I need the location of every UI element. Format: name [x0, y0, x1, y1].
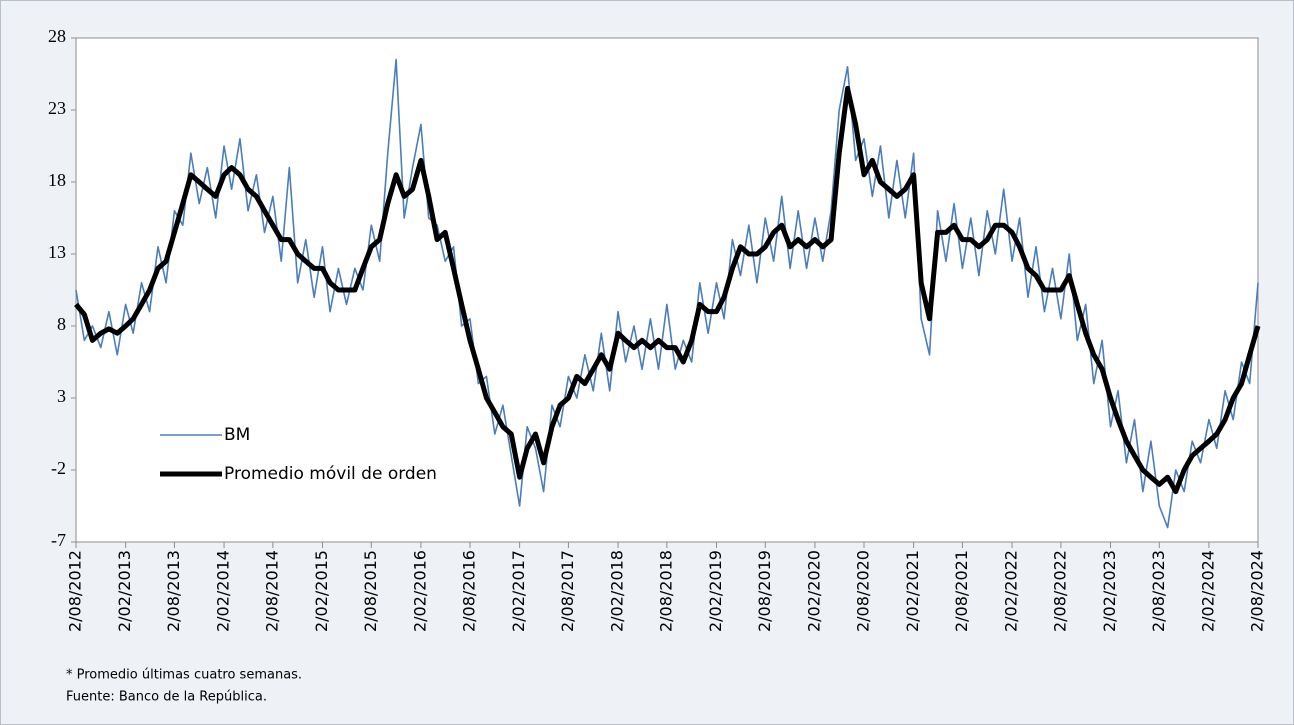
x-tick-label: 2/02/2021 [903, 550, 922, 632]
x-tick-label: 2/02/2023 [1100, 550, 1119, 632]
y-tick-label: -7 [51, 530, 66, 550]
x-tick-label: 2/02/2013 [115, 550, 134, 632]
x-tick-label: 2/08/2012 [66, 550, 85, 632]
y-tick-label: 18 [48, 170, 66, 190]
source: Fuente: Banco de la República. [66, 690, 267, 705]
x-tick-label: 2/02/2020 [804, 550, 823, 632]
x-tick-label: 2/02/2019 [706, 550, 725, 632]
y-tick-label: 13 [48, 242, 66, 262]
x-tick-label: 2/08/2022 [1050, 550, 1069, 632]
x-tick-label: 2/08/2015 [361, 550, 380, 632]
x-tick-label: 2/08/2016 [460, 550, 479, 632]
x-tick-label: 2/02/2015 [312, 550, 331, 632]
x-tick-label: 2/02/2014 [214, 550, 233, 632]
series-line [75, 58, 1259, 529]
legend-label: BM [224, 425, 250, 445]
y-tick-label: 23 [48, 98, 66, 118]
x-tick-label: 2/08/2018 [656, 550, 675, 632]
x-tick-label: 2/08/2021 [952, 550, 971, 632]
x-tick-label: 2/02/2017 [509, 550, 528, 632]
y-tick-label: -2 [51, 458, 66, 478]
x-tick-label: 2/08/2014 [262, 550, 281, 632]
x-tick-label: 2/02/2016 [410, 550, 429, 632]
x-tick-label: 2/08/2019 [755, 550, 774, 632]
x-tick-label: 2/08/2020 [854, 550, 873, 632]
x-tick-label: 2/08/2024 [1248, 550, 1267, 632]
x-tick-label: 2/02/2024 [1198, 550, 1217, 632]
series-line [74, 85, 1261, 495]
x-tick-label: 2/08/2017 [558, 550, 577, 632]
x-tick-label: 2/02/2022 [1002, 550, 1021, 632]
y-tick-label: 8 [57, 314, 66, 334]
x-tick-label: 2/02/2018 [608, 550, 627, 632]
legend-label: Promedio móvil de orden [224, 464, 437, 484]
x-tick-label: 2/08/2023 [1149, 550, 1168, 632]
footnote: * Promedio últimas cuatro semanas. [66, 668, 302, 683]
y-tick-label: 28 [48, 26, 66, 46]
y-tick-label: 3 [57, 386, 66, 406]
x-tick-label: 2/08/2013 [164, 550, 183, 632]
